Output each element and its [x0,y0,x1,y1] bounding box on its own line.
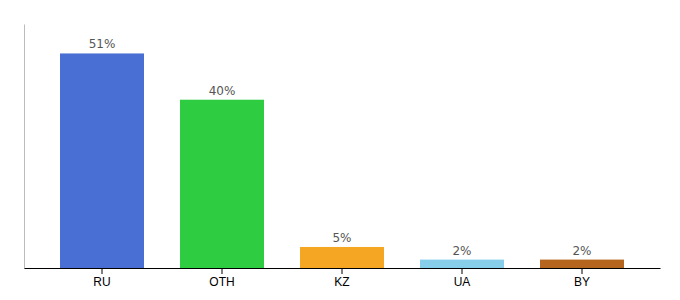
x-tick-label: KZ [334,275,349,289]
y-axis [24,25,25,269]
x-tick-mark [222,268,223,274]
data-label: 40% [209,84,236,98]
x-tick: BY [574,268,590,289]
x-tick-label: RU [93,275,110,289]
x-axis: RU OTH KZ UA BY [25,268,661,289]
x-tick: KZ [334,268,349,289]
x-tick-mark [102,268,103,274]
x-tick-mark [582,268,583,274]
x-tick-label: OTH [209,275,234,289]
data-labels: 51% 40% 5% 2% 2% [89,37,592,257]
data-label: 5% [332,231,351,245]
y-axis-line [24,25,25,269]
x-tick-mark [342,268,343,274]
bars [60,53,624,268]
data-label: 2% [452,244,471,258]
bar [540,260,624,268]
x-tick: UA [454,268,471,289]
chart-container: RU OTH KZ UA BY 51% 40% 5% 2% 2% [0,0,680,300]
x-tick: RU [93,268,110,289]
x-tick-label: BY [574,275,590,289]
x-tick-mark [462,268,463,274]
data-label: 51% [89,37,116,51]
bar [180,100,264,268]
chart-svg: RU OTH KZ UA BY 51% 40% 5% 2% 2% [0,0,680,300]
bar [300,247,384,268]
data-label: 2% [572,244,591,258]
x-tick: OTH [209,268,234,289]
x-tick-label: UA [454,275,471,289]
plot-area: RU OTH KZ UA BY 51% 40% 5% 2% 2% [25,25,661,289]
bar [420,260,504,268]
bar [60,53,144,268]
